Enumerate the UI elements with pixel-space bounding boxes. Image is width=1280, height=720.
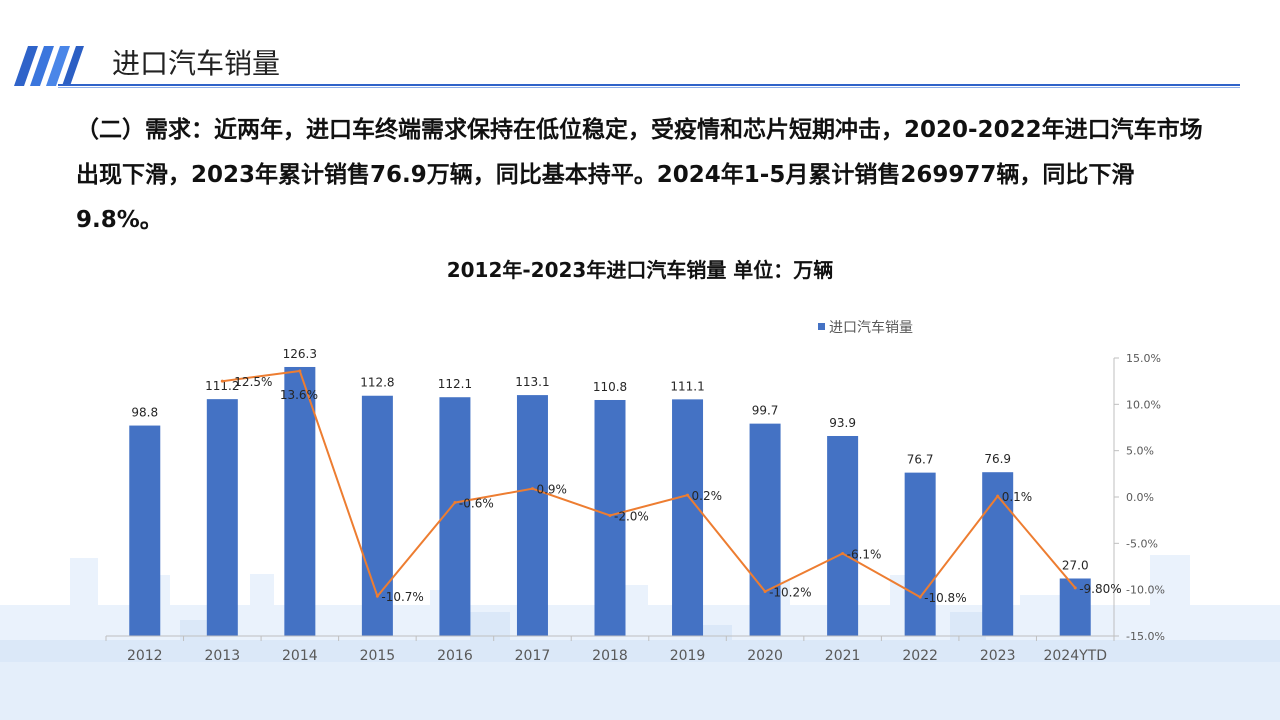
bar-value-label: 111.2 — [205, 379, 239, 393]
x-tick-label: 2014 — [282, 648, 318, 664]
yoy-point-2015 — [375, 594, 379, 598]
bar-2021 — [827, 435, 859, 636]
x-tick-label: 2024YTD — [1043, 648, 1107, 664]
right-axis-tick-label: 15.0% — [1126, 352, 1161, 365]
x-tick-label: 2022 — [902, 648, 938, 664]
bar-value-label: 99.7 — [752, 404, 779, 418]
yoy-growth-line — [222, 369, 1076, 599]
page-title: 进口汽车销量 — [112, 47, 281, 80]
chart-title: 2012年-2023年进口汽车销量 单位：万辆 — [446, 258, 834, 282]
yoy-value-label: -10.7% — [381, 590, 423, 604]
yoy-value-label: 0.9% — [536, 483, 567, 497]
x-tick-label: 2018 — [592, 648, 628, 664]
yoy-point-2023 — [996, 494, 1000, 498]
bar-value-label: 126.3 — [283, 347, 317, 361]
bar-value-label: 112.8 — [360, 376, 394, 390]
yoy-value-label: 13.6% — [280, 388, 318, 402]
right-axis-tick-label: 0.0% — [1126, 491, 1154, 504]
bar-2018 — [594, 399, 626, 636]
x-tick-label: 2023 — [980, 648, 1016, 664]
bar-value-label: 76.7 — [907, 453, 934, 467]
yoy-value-label: 0.1% — [1002, 490, 1033, 504]
right-axis-tick-label: -5.0% — [1126, 537, 1158, 550]
x-tick-label: 2017 — [515, 648, 551, 664]
right-axis-tick-label: 5.0% — [1126, 445, 1154, 458]
bar-2023 — [982, 472, 1014, 636]
bar-value-label: 110.8 — [593, 380, 627, 394]
x-tick-label: 2021 — [825, 648, 861, 664]
yoy-value-label: -9.80% — [1079, 582, 1121, 596]
bar-2012 — [129, 425, 161, 636]
yoy-point-2017 — [530, 487, 534, 491]
x-tick-label: 2013 — [204, 648, 240, 664]
bar-2017 — [516, 395, 548, 636]
yoy-value-label: -10.2% — [769, 586, 811, 600]
yoy-point-2014 — [298, 369, 302, 373]
x-tick-label: 2015 — [360, 648, 396, 664]
yoy-point-2024YTD — [1073, 586, 1077, 590]
bar-2014 — [284, 366, 316, 636]
x-tick-label: 2020 — [747, 648, 783, 664]
right-axis-tick-label: -10.0% — [1126, 584, 1165, 597]
yoy-point-2019 — [686, 493, 690, 497]
x-tick-label: 2019 — [670, 648, 706, 664]
yoy-point-2013 — [220, 379, 224, 383]
bar-2020 — [749, 423, 781, 636]
bar-value-label: 111.1 — [670, 379, 704, 393]
bar-value-label: 93.9 — [829, 416, 856, 430]
x-tick-label: 2012 — [127, 648, 163, 664]
right-axis-tick-label: 10.0% — [1126, 398, 1161, 411]
yoy-value-label: -2.0% — [614, 510, 649, 524]
yoy-point-2022 — [918, 595, 922, 599]
header-divider — [58, 84, 1240, 88]
bar-2022 — [904, 472, 936, 636]
yoy-value-label: 0.2% — [692, 489, 723, 503]
bar-2019 — [672, 399, 704, 636]
bar-value-label: 27.0 — [1062, 558, 1089, 572]
header-stripes-icon — [14, 46, 84, 86]
legend-swatch — [818, 323, 825, 330]
bar-2013 — [206, 399, 238, 636]
yoy-point-2020 — [763, 590, 767, 594]
bar-value-label: 98.8 — [131, 406, 158, 420]
yoy-value-label: -6.1% — [847, 548, 882, 562]
x-tick-label: 2016 — [437, 648, 473, 664]
yoy-point-2021 — [841, 552, 845, 556]
sales-chart: 进口汽车销量 15.0% 10.0% 5.0% 0.0% -5.0% -10.0% -15.0… — [105, 319, 1165, 664]
yoy-value-label: 12.5% — [234, 375, 272, 389]
right-axis-tick-label: -15.0% — [1126, 630, 1165, 643]
bar-value-label: 76.9 — [984, 452, 1011, 466]
legend-label: 进口汽车销量 — [829, 319, 913, 336]
summary-paragraph: （二）需求：近两年，进口车终端需求保持在低位稳定，受疫情和芯片短期冲击，2020… — [76, 117, 1203, 233]
yoy-value-label: -10.8% — [924, 591, 966, 605]
yoy-point-2016 — [453, 501, 457, 505]
yoy-point-2018 — [608, 514, 612, 518]
bar-value-label: 112.1 — [438, 377, 472, 391]
yoy-value-label: -0.6% — [459, 497, 494, 511]
bar-value-label: 113.1 — [515, 375, 549, 389]
